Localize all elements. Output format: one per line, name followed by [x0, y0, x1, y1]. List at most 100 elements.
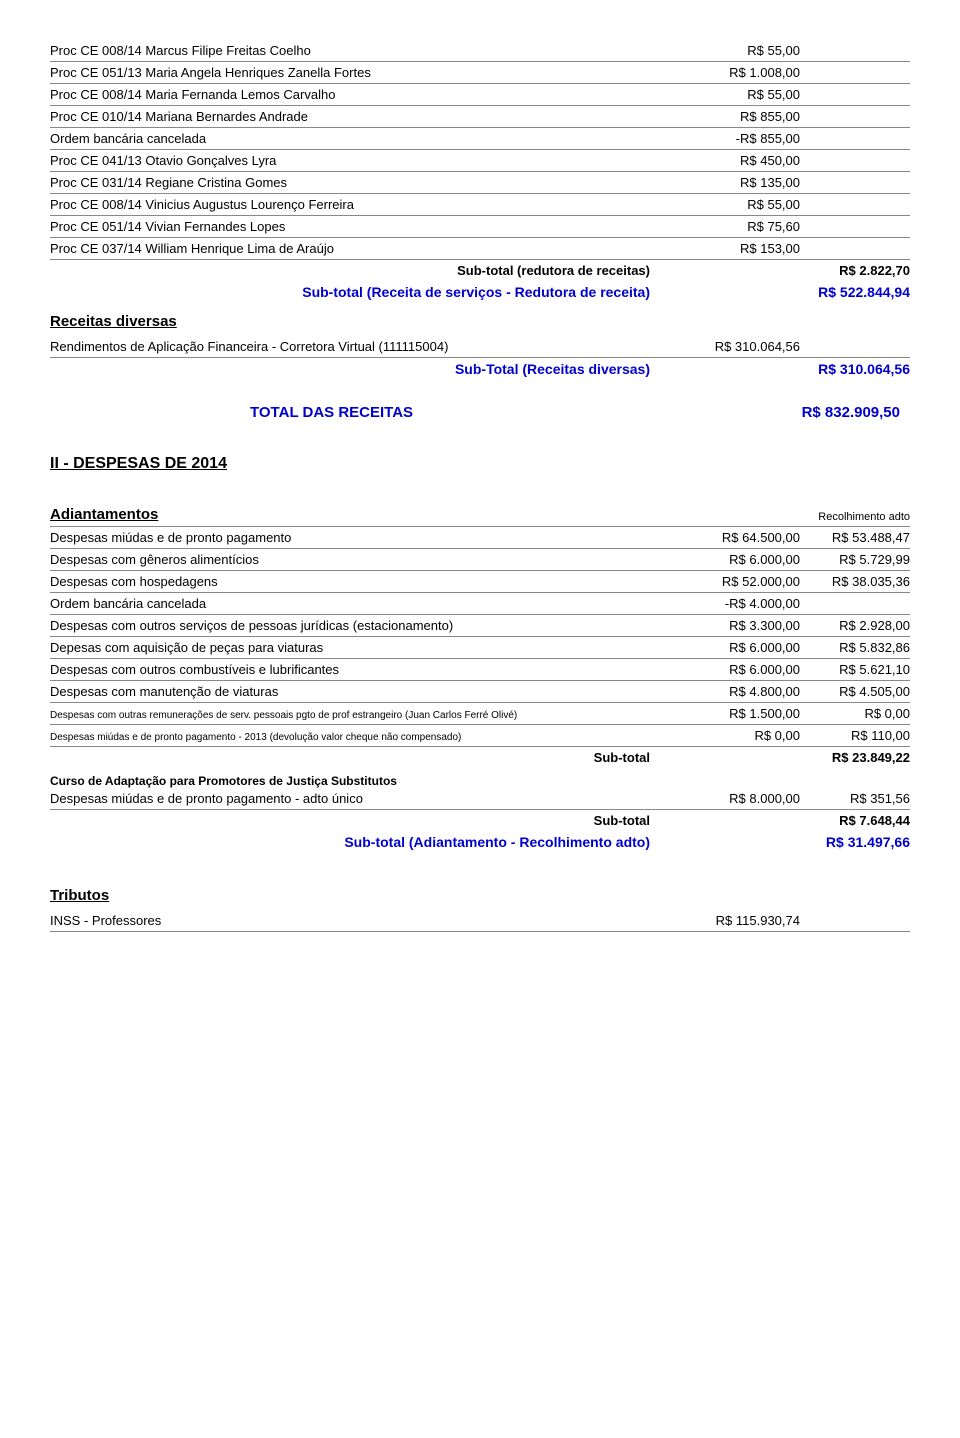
subtotal-label: Sub-Total (Receitas diversas) [50, 361, 690, 377]
receita-row: Proc CE 051/14 Vivian Fernandes Lopes R$… [50, 216, 910, 238]
row-label: Ordem bancária cancelada [50, 131, 690, 146]
tributos-row: INSS - Professores R$ 115.930,74 [50, 910, 910, 932]
subtotal-value: R$ 310.064,56 [800, 361, 910, 377]
row-v2: R$ 38.035,36 [800, 574, 910, 589]
row-v2: R$ 53.488,47 [800, 530, 910, 545]
adiant-row: Despesas com outros serviços de pessoas … [50, 615, 910, 637]
row-v2: R$ 5.729,99 [800, 552, 910, 567]
adiant-subtotal2-row: Sub-total R$ 7.648,44 [50, 810, 910, 831]
row-label: Proc CE 008/14 Maria Fernanda Lemos Carv… [50, 87, 690, 102]
row-label: Despesas com outros serviços de pessoas … [50, 618, 690, 633]
row-label: INSS - Professores [50, 913, 690, 928]
row-label: Proc CE 010/14 Mariana Bernardes Andrade [50, 109, 690, 124]
row-v1: R$ 3.300,00 [690, 618, 800, 633]
row-v1: R$ 1.500,00 [690, 706, 800, 721]
row-v1: R$ 8.000,00 [690, 791, 800, 806]
row-value: R$ 450,00 [690, 153, 800, 168]
row-v1: R$ 6.000,00 [690, 640, 800, 655]
subtotal-label: Sub-total [50, 813, 690, 828]
total-value: R$ 832.909,50 [802, 404, 900, 421]
adiant-row: Despesas com outros combustíveis e lubri… [50, 659, 910, 681]
adiant-subtotal-final-row: Sub-total (Adiantamento - Recolhimento a… [50, 831, 910, 853]
row-label: Despesas miúdas e de pronto pagamento - … [50, 732, 690, 743]
row-label: Proc CE 051/13 Maria Angela Henriques Za… [50, 65, 690, 80]
row-v1: R$ 52.000,00 [690, 574, 800, 589]
subtotal-label: Sub-total (redutora de receitas) [50, 263, 690, 278]
row-label: Despesas com manutenção de viaturas [50, 684, 690, 699]
adiant-row: Depesas com aquisição de peças para viat… [50, 637, 910, 659]
col2-head: Recolhimento adto [800, 511, 910, 523]
receita-row: Proc CE 041/13 Otavio Gonçalves Lyra R$ … [50, 150, 910, 172]
row-label: Despesas com outros combustíveis e lubri… [50, 662, 690, 677]
subtotal-receita-serv-row: Sub-total (Receita de serviços - Redutor… [50, 281, 910, 303]
row-v2: R$ 5.621,10 [800, 662, 910, 677]
curso-row: Despesas miúdas e de pronto pagamento - … [50, 788, 910, 810]
receita-row: Proc CE 051/13 Maria Angela Henriques Za… [50, 62, 910, 84]
row-value: R$ 153,00 [690, 241, 800, 256]
row-v1: -R$ 4.000,00 [690, 596, 800, 611]
receitas-list: Proc CE 008/14 Marcus Filipe Freitas Coe… [50, 40, 910, 260]
row-label: Proc CE 031/14 Regiane Cristina Gomes [50, 175, 690, 190]
row-value: R$ 55,00 [690, 87, 800, 102]
subtotal-value: R$ 522.844,94 [800, 284, 910, 300]
row-v1: R$ 0,00 [690, 728, 800, 743]
subtotal-value: R$ 2.822,70 [800, 263, 910, 278]
despesas-heading: II - DESPESAS DE 2014 [50, 455, 910, 473]
row-v2: R$ 5.832,86 [800, 640, 910, 655]
adiant-subtotal1-row: Sub-total R$ 23.849,22 [50, 747, 910, 768]
row-label: Despesas com gêneros alimentícios [50, 552, 690, 567]
row-v1: R$ 4.800,00 [690, 684, 800, 699]
curso-heading: Curso de Adaptação para Promotores de Ju… [50, 774, 910, 788]
row-value: R$ 55,00 [690, 43, 800, 58]
row-label: Despesas com hospedagens [50, 574, 690, 589]
receita-row: Proc CE 008/14 Marcus Filipe Freitas Coe… [50, 40, 910, 62]
receita-row: Proc CE 037/14 William Henrique Lima de … [50, 238, 910, 260]
row-v2: R$ 351,56 [800, 791, 910, 806]
row-label: Proc CE 037/14 William Henrique Lima de … [50, 241, 690, 256]
receitas-diversas-row: Rendimentos de Aplicação Financeira - Co… [50, 336, 910, 358]
row-v1: R$ 64.500,00 [690, 530, 800, 545]
subtotal-receitas-diversas-row: Sub-Total (Receitas diversas) R$ 310.064… [50, 358, 910, 380]
row-label: Proc CE 051/14 Vivian Fernandes Lopes [50, 219, 690, 234]
row-label: Proc CE 008/14 Vinicius Augustus Lourenç… [50, 197, 690, 212]
subtotal-label: Sub-total (Adiantamento - Recolhimento a… [50, 834, 690, 850]
receita-row: Proc CE 031/14 Regiane Cristina Gomes R$… [50, 172, 910, 194]
adiant-row: Despesas com hospedagens R$ 52.000,00 R$… [50, 571, 910, 593]
adiant-row: Ordem bancária cancelada -R$ 4.000,00 [50, 593, 910, 615]
subtotal-value: R$ 31.497,66 [800, 834, 910, 850]
row-label: Depesas com aquisição de peças para viat… [50, 640, 690, 655]
row-v1: R$ 6.000,00 [690, 662, 800, 677]
row-label: Despesas miúdas e de pronto pagamento [50, 530, 690, 545]
adiant-row: Despesas com manutenção de viaturas R$ 4… [50, 681, 910, 703]
row-v2: R$ 110,00 [800, 728, 910, 743]
total-label: TOTAL DAS RECEITAS [250, 404, 413, 421]
row-label: Proc CE 041/13 Otavio Gonçalves Lyra [50, 153, 690, 168]
adiant-row: Despesas com gêneros alimentícios R$ 6.0… [50, 549, 910, 571]
row-label: Ordem bancária cancelada [50, 596, 690, 611]
row-label: Rendimentos de Aplicação Financeira - Co… [50, 339, 690, 354]
row-v2: R$ 4.505,00 [800, 684, 910, 699]
row-value: R$ 310.064,56 [690, 339, 800, 354]
row-value: R$ 1.008,00 [690, 65, 800, 80]
row-value: R$ 855,00 [690, 109, 800, 124]
subtotal-label: Sub-total (Receita de serviços - Redutor… [50, 284, 690, 300]
adiantamentos-heading: Adiantamentos [50, 506, 690, 523]
tributos-heading: Tributos [50, 887, 910, 904]
row-value: R$ 115.930,74 [690, 913, 800, 928]
receita-row: Proc CE 008/14 Vinicius Augustus Lourenç… [50, 194, 910, 216]
receitas-diversas-heading: Receitas diversas [50, 313, 910, 330]
row-v1: R$ 6.000,00 [690, 552, 800, 567]
row-value: R$ 135,00 [690, 175, 800, 190]
row-value: R$ 55,00 [690, 197, 800, 212]
row-label: Proc CE 008/14 Marcus Filipe Freitas Coe… [50, 43, 690, 58]
subtotal-label: Sub-total [50, 750, 690, 765]
receita-row: Ordem bancária cancelada -R$ 855,00 [50, 128, 910, 150]
row-value: R$ 75,60 [690, 219, 800, 234]
subtotal-value: R$ 23.849,22 [800, 750, 910, 765]
adiantamentos-header-row: Adiantamentos Recolhimento adto [50, 503, 910, 527]
adiant-row: Despesas miúdas e de pronto pagamento R$… [50, 527, 910, 549]
row-label: Despesas com outras remunerações de serv… [50, 710, 690, 721]
row-label: Despesas miúdas e de pronto pagamento - … [50, 791, 690, 806]
adiant-row: Despesas com outras remunerações de serv… [50, 703, 910, 725]
receita-row: Proc CE 008/14 Maria Fernanda Lemos Carv… [50, 84, 910, 106]
